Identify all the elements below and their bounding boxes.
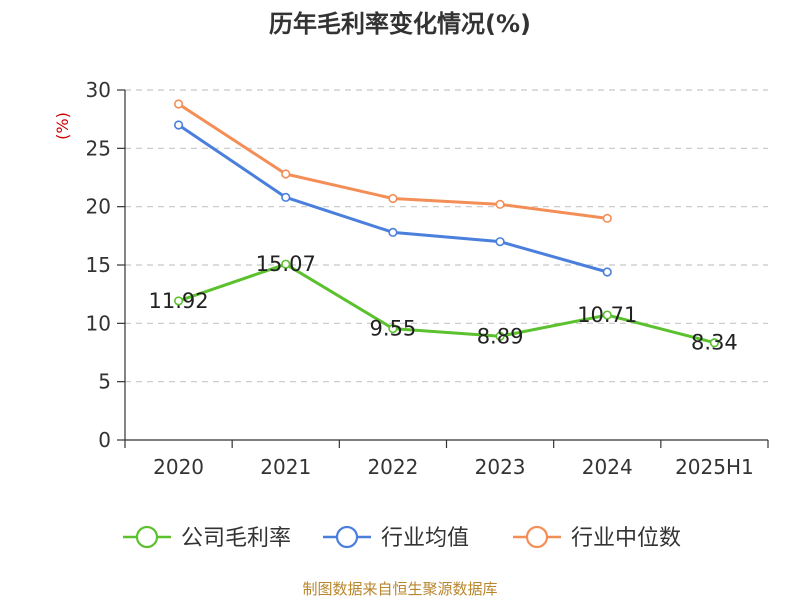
y-tick-label: 20 xyxy=(86,195,111,219)
data-point[interactable] xyxy=(173,99,184,109)
legend-item[interactable]: 行业中位数 xyxy=(513,525,681,551)
y-axis-label: (%) xyxy=(53,112,72,140)
legend-item[interactable]: 行业均值 xyxy=(323,525,469,551)
x-tick-label: 2021 xyxy=(260,455,311,479)
data-point[interactable] xyxy=(281,169,291,179)
legend-label: 公司毛利率 xyxy=(181,526,291,551)
data-point[interactable] xyxy=(602,267,612,277)
series-points xyxy=(173,99,720,348)
legend-label: 行业均值 xyxy=(381,526,469,551)
x-tick-label: 2023 xyxy=(475,455,526,479)
y-tick-label: 25 xyxy=(86,136,111,160)
legend-marker xyxy=(135,525,159,549)
data-point[interactable] xyxy=(495,331,505,341)
gridlines xyxy=(125,89,768,383)
y-tick-label: 30 xyxy=(86,78,111,102)
legend-label: 行业中位数 xyxy=(571,526,681,551)
data-point[interactable] xyxy=(602,310,612,320)
data-label: 8.89 xyxy=(477,324,524,348)
x-tick-label: 2024 xyxy=(582,455,633,479)
data-point[interactable] xyxy=(709,338,720,348)
data-label: 15.07 xyxy=(256,252,316,276)
data-label: 10.71 xyxy=(577,303,637,327)
legend: 公司毛利率 行业均值 行业中位数 xyxy=(123,525,681,551)
x-tick-labels: 2020 2021 2022 2023 2024 2025H1 xyxy=(153,455,754,479)
x-tick-label: 2020 xyxy=(153,455,204,479)
y-tick-labels: 0 5 10 15 20 25 30 xyxy=(86,78,111,452)
y-tick-label: 5 xyxy=(98,370,111,394)
chart-title: 历年毛利率变化情况(%) xyxy=(269,10,531,38)
x-tick-label: 2022 xyxy=(367,455,418,479)
data-point[interactable] xyxy=(173,120,184,130)
data-point[interactable] xyxy=(281,259,291,269)
y-tick-label: 0 xyxy=(98,428,111,452)
x-tick-label: 2025H1 xyxy=(675,455,754,479)
legend-marker xyxy=(335,525,359,549)
axes xyxy=(117,89,769,448)
data-point[interactable] xyxy=(281,192,291,202)
data-point[interactable] xyxy=(602,213,612,223)
source-footer: 制图数据来自恒生聚源数据库 xyxy=(302,580,498,598)
legend-item[interactable]: 公司毛利率 xyxy=(123,525,291,551)
data-point[interactable] xyxy=(495,237,505,247)
y-tick-label: 10 xyxy=(86,311,111,335)
y-tick-label: 15 xyxy=(86,253,111,277)
data-point[interactable] xyxy=(173,296,184,306)
data-label: 11.92 xyxy=(149,289,209,313)
legend-marker xyxy=(525,525,549,549)
data-labels: 11.92 15.07 9.55 8.89 10.71 8.34 xyxy=(149,252,738,355)
data-label: 8.34 xyxy=(691,331,738,355)
data-point[interactable] xyxy=(388,193,398,204)
data-point[interactable] xyxy=(388,227,398,237)
data-point[interactable] xyxy=(388,323,398,334)
data-label: 9.55 xyxy=(370,317,417,341)
series-line xyxy=(178,262,715,345)
data-point[interactable] xyxy=(495,199,505,209)
